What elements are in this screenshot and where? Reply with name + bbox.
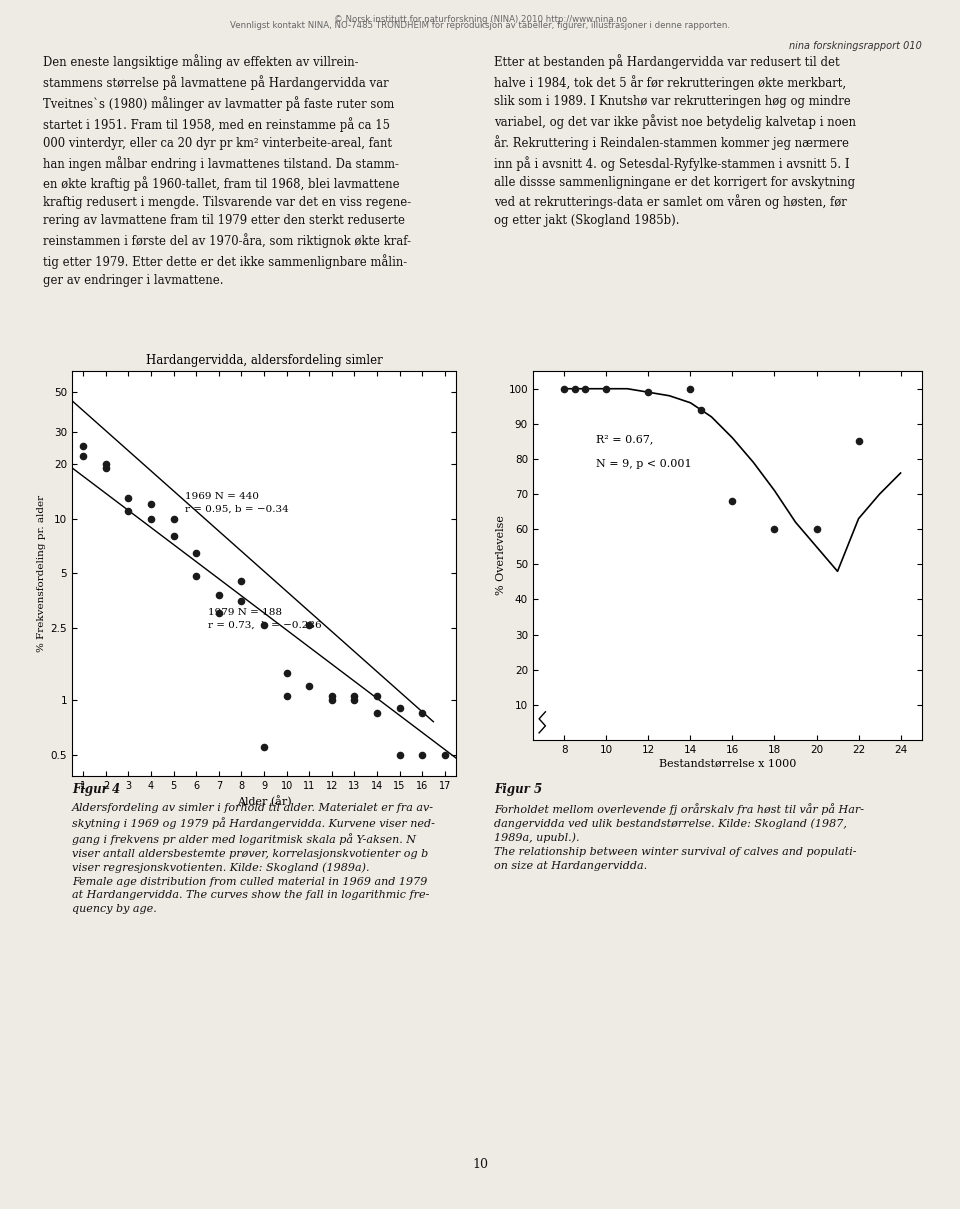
Text: Forholdet mellom overlevende fj orårskalv fra høst til vår på Har-
dangervidda v: Forholdet mellom overlevende fj orårskal… xyxy=(494,803,864,870)
Point xyxy=(98,455,113,474)
X-axis label: Alder (år): Alder (år) xyxy=(237,796,291,806)
Point xyxy=(211,603,227,623)
Point xyxy=(143,509,158,528)
Text: 1969 N = 440
r = 0.95, b = −0.34: 1969 N = 440 r = 0.95, b = −0.34 xyxy=(185,492,289,514)
Point xyxy=(415,704,430,723)
Point xyxy=(211,585,227,604)
Text: Den eneste langsiktige måling av effekten av villrein-
stammens størrelse på lav: Den eneste langsiktige måling av effekte… xyxy=(43,54,411,287)
Point xyxy=(121,502,136,521)
Point xyxy=(166,526,181,545)
Text: Aldersfordeling av simler i forhold til alder. Materialet er fra av-
skytning i : Aldersfordeling av simler i forhold til … xyxy=(72,803,435,914)
Point xyxy=(767,520,782,539)
Text: 1979 N = 188
r = 0.73,  b = −0.236: 1979 N = 188 r = 0.73, b = −0.236 xyxy=(207,608,322,630)
Point xyxy=(578,380,593,399)
Point xyxy=(166,509,181,528)
Point xyxy=(370,704,385,723)
Point xyxy=(392,699,407,718)
Point xyxy=(76,447,91,467)
Text: 10: 10 xyxy=(472,1158,488,1172)
Text: Vennligst kontakt NINA, NO-7485 TRONDHEIM for reproduksjon av tabeller, figurer,: Vennligst kontakt NINA, NO-7485 TRONDHEI… xyxy=(230,21,730,29)
Point xyxy=(809,520,825,539)
Text: R² = 0.67,: R² = 0.67, xyxy=(596,434,653,445)
Text: Figur 4: Figur 4 xyxy=(72,783,120,797)
X-axis label: Bestandstørrelse x 1000: Bestandstørrelse x 1000 xyxy=(659,759,796,769)
Point xyxy=(301,676,317,695)
Point xyxy=(324,687,340,706)
Point xyxy=(725,491,740,510)
Point xyxy=(233,591,249,611)
Point xyxy=(415,745,430,764)
Point xyxy=(279,687,295,706)
Point xyxy=(567,380,583,399)
Y-axis label: % Frekvensfordeling pr. alder: % Frekvensfordeling pr. alder xyxy=(37,496,46,652)
Point xyxy=(437,745,452,764)
Point xyxy=(121,488,136,508)
Point xyxy=(98,458,113,478)
Point xyxy=(683,380,698,399)
Point xyxy=(851,432,866,451)
Point xyxy=(640,382,656,401)
Point xyxy=(392,745,407,764)
Title: Hardangervidda, aldersfordeling simler: Hardangervidda, aldersfordeling simler xyxy=(146,354,382,368)
Point xyxy=(143,494,158,514)
Point xyxy=(370,687,385,706)
Point xyxy=(347,687,362,706)
Point xyxy=(233,572,249,591)
Point xyxy=(279,664,295,683)
Point xyxy=(557,380,572,399)
Point xyxy=(599,380,614,399)
Point xyxy=(256,615,272,635)
Text: N = 9, p < 0.001: N = 9, p < 0.001 xyxy=(596,459,691,469)
Point xyxy=(301,615,317,635)
Point xyxy=(256,737,272,757)
Point xyxy=(188,543,204,562)
Point xyxy=(76,436,91,456)
Point xyxy=(324,690,340,710)
Y-axis label: % Overlevelse: % Overlevelse xyxy=(495,515,506,596)
Point xyxy=(188,567,204,586)
Point xyxy=(347,690,362,710)
Text: © Norsk institutt for naturforskning (NINA) 2010 http://www.nina.no: © Norsk institutt for naturforskning (NI… xyxy=(333,15,627,24)
Text: nina forskningsrapport 010: nina forskningsrapport 010 xyxy=(789,41,922,51)
Text: Etter at bestanden på Hardangervidda var redusert til det
halve i 1984, tok det : Etter at bestanden på Hardangervidda var… xyxy=(494,54,856,227)
Text: Figur 5: Figur 5 xyxy=(494,783,542,797)
Point xyxy=(693,400,708,420)
